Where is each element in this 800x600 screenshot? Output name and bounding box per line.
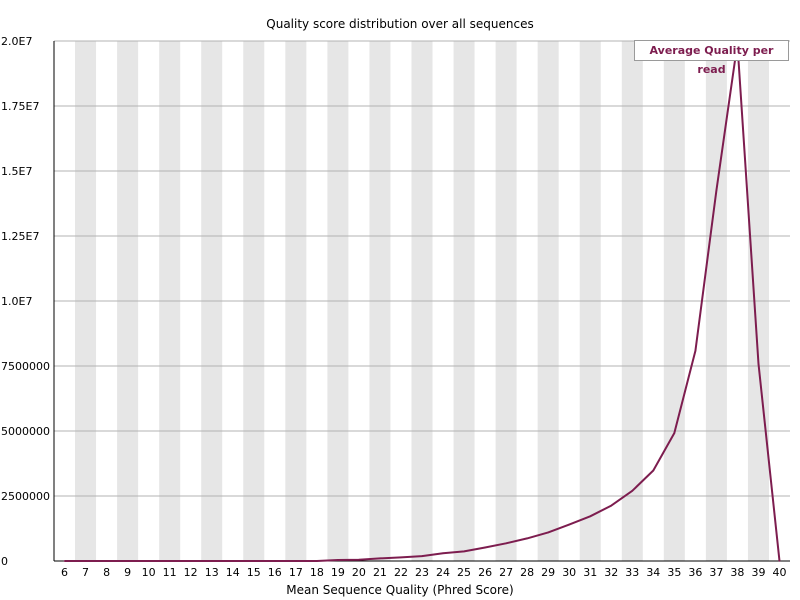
legend: Average Quality per read <box>634 40 789 76</box>
x-tick-labels: 6 7 8 9 10 11 12 13 14 15 16 17 18 19 20 21 22 23 24 25 26 27… <box>61 566 786 579</box>
x-tick-label: 28 <box>520 566 534 579</box>
data-point-27 <box>505 542 507 545</box>
x-tick-label: 18 <box>310 566 324 579</box>
x-tick-label: 40 <box>772 566 786 579</box>
x-tick-label: 24 <box>436 566 450 579</box>
y-tick-label: 5000000 <box>1 425 50 438</box>
data-point-16 <box>274 560 276 562</box>
y-tick-labels: 0 2500000 5000000 7500000 1.0E7 1.25E7 1.5E7 1.… <box>1 35 50 568</box>
x-tick-label: 20 <box>352 566 366 579</box>
x-tick-label: 26 <box>478 566 492 579</box>
y-tick-label: 1.5E7 <box>1 165 32 178</box>
data-point-34 <box>652 469 655 472</box>
data-point-39 <box>757 363 760 365</box>
data-point-30 <box>568 523 570 526</box>
x-tick-label: 19 <box>331 566 345 579</box>
data-point-8 <box>105 560 108 562</box>
y-gridlines <box>54 40 790 497</box>
y-tick-label: 1.25E7 <box>1 230 39 243</box>
x-tick-label: 6 <box>61 566 68 579</box>
data-point-12 <box>189 560 192 562</box>
x-tick-label: 37 <box>709 566 723 579</box>
x-tick-label: 22 <box>394 566 408 579</box>
series-layer <box>63 42 781 562</box>
x-tick-label: 14 <box>226 566 240 579</box>
x-tick-label: 38 <box>730 566 744 579</box>
data-point-21 <box>379 557 381 560</box>
x-tick-label: 9 <box>124 566 131 579</box>
data-point-23 <box>421 555 423 557</box>
x-tick-label: 35 <box>667 566 681 579</box>
data-point-26 <box>484 546 486 549</box>
x-tick-label: 33 <box>625 566 639 579</box>
chart-title: Quality score distribution over all sequ… <box>266 17 534 31</box>
x-tick-label: 39 <box>751 566 765 579</box>
x-tick-label: 15 <box>247 566 261 579</box>
y-tick-label: 2500000 <box>1 490 50 503</box>
data-point-24 <box>442 552 444 554</box>
data-point-37 <box>715 189 718 192</box>
x-tick-label: 13 <box>205 566 219 579</box>
data-point-25 <box>463 550 465 553</box>
y-tick-label: 2.0E7 <box>1 35 32 48</box>
y-tick-label: 0 <box>1 555 8 568</box>
data-point-20 <box>358 558 360 561</box>
data-point-14 <box>231 560 234 562</box>
x-tick-label: 7 <box>82 566 89 579</box>
data-point-6 <box>63 560 66 562</box>
data-point-7 <box>84 560 87 562</box>
data-point-29 <box>547 531 549 534</box>
data-point-28 <box>526 537 528 540</box>
x-tick-label: 12 <box>184 566 198 579</box>
x-tick-label: 10 <box>142 566 156 579</box>
x-tick-label: 11 <box>163 566 177 579</box>
x-axis-label: Mean Sequence Quality (Phred Score) <box>286 583 514 597</box>
x-tick-label: 25 <box>457 566 471 579</box>
data-point-15 <box>252 560 255 562</box>
legend-entry-average-quality: Average Quality per read <box>649 44 774 76</box>
data-point-11 <box>168 560 171 562</box>
data-point-17 <box>295 560 297 562</box>
x-tick-label: 34 <box>646 566 660 579</box>
data-point-19 <box>337 559 339 561</box>
data-point-13 <box>210 560 213 562</box>
x-tick-label: 27 <box>499 566 513 579</box>
data-point-22 <box>400 556 402 559</box>
x-tick-label: 17 <box>289 566 303 579</box>
x-tick-label: 21 <box>373 566 387 579</box>
data-point-10 <box>147 560 150 562</box>
x-tick-label: 23 <box>415 566 429 579</box>
y-tick-label: 7500000 <box>1 360 50 373</box>
x-tick-label: 30 <box>562 566 576 579</box>
data-point-33 <box>631 490 634 492</box>
x-tick-label: 32 <box>604 566 618 579</box>
x-tick-label: 29 <box>541 566 555 579</box>
data-point-35 <box>673 432 676 434</box>
data-point-40 <box>778 560 781 562</box>
x-tick-label: 36 <box>688 566 702 579</box>
data-point-9 <box>126 560 129 562</box>
data-point-36 <box>694 350 697 352</box>
x-tick-label: 31 <box>583 566 597 579</box>
data-point-32 <box>610 504 613 507</box>
x-tick-label: 8 <box>103 566 110 579</box>
x-tick-label: 16 <box>268 566 282 579</box>
y-tick-label: 1.75E7 <box>1 100 39 113</box>
data-point-18 <box>316 560 318 562</box>
y-tick-label: 1.0E7 <box>1 295 32 308</box>
data-point-31 <box>589 515 592 518</box>
